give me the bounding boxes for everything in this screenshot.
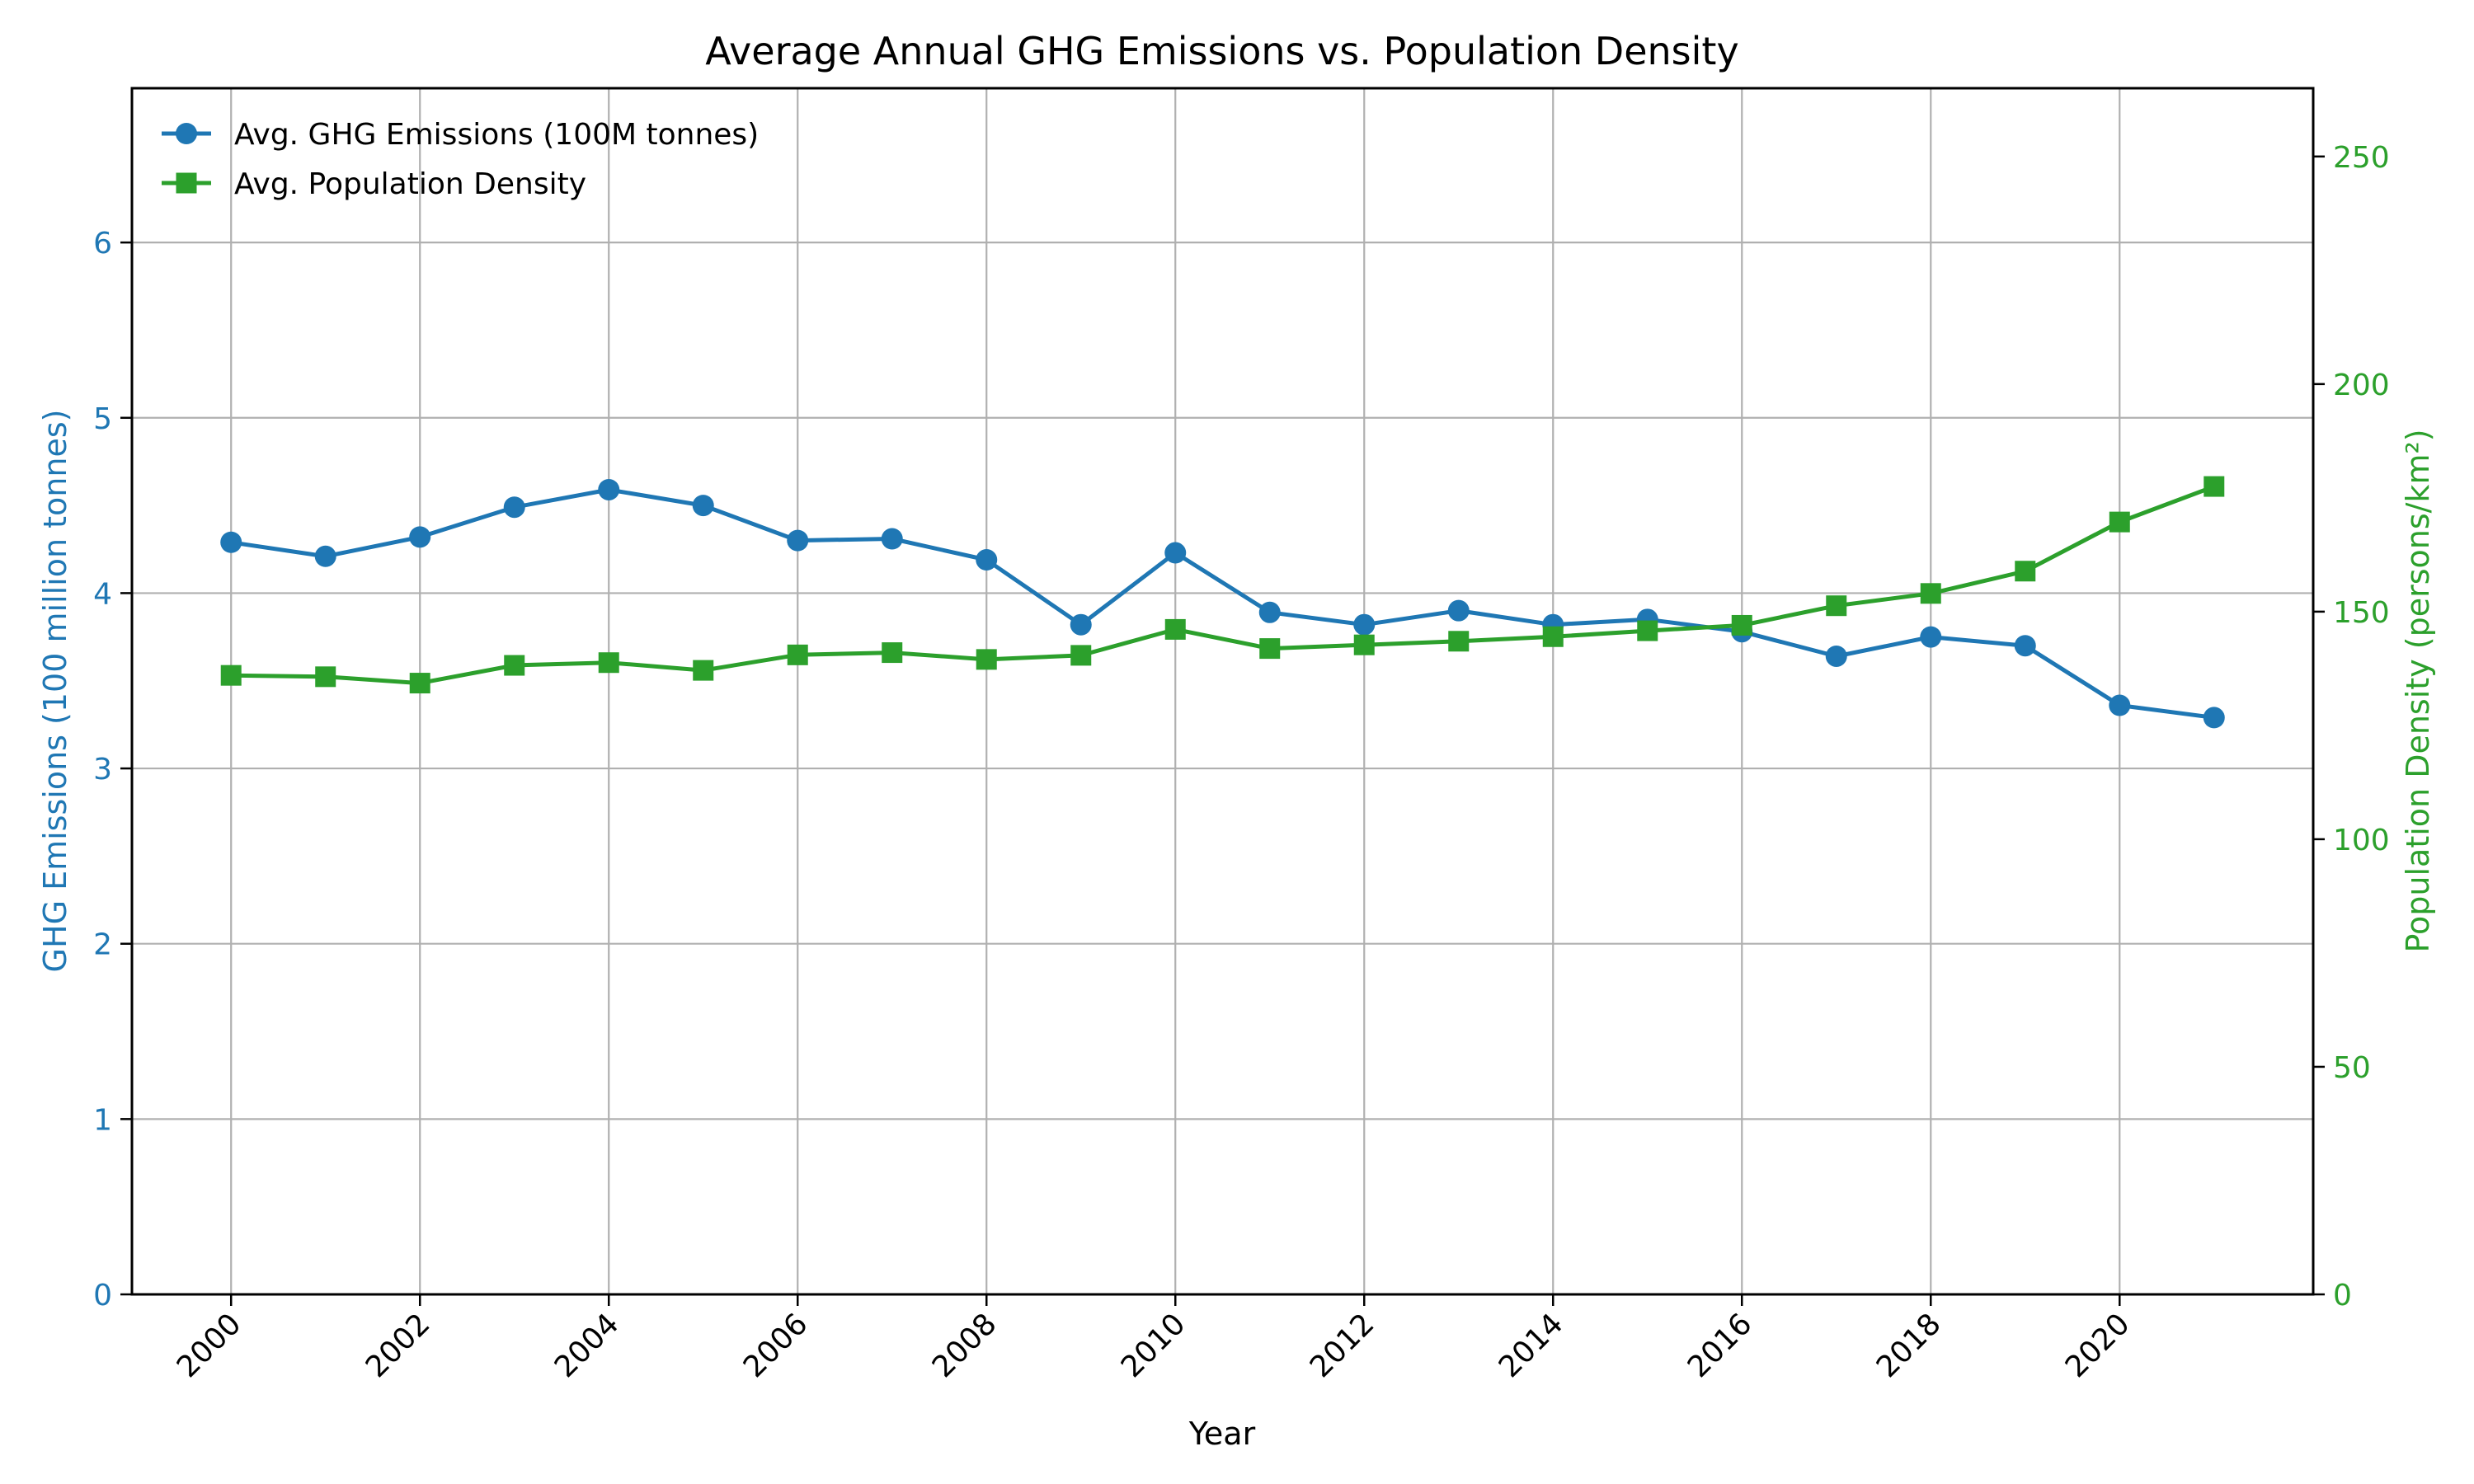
grid <box>132 88 2313 1296</box>
x-tick-label: 2020 <box>2059 1307 2137 1384</box>
legend-item: Avg. Population Density <box>162 167 586 201</box>
data-point <box>220 665 242 686</box>
x-tick-label: 2008 <box>926 1307 1004 1384</box>
data-point <box>881 528 903 550</box>
left-y-tick-label: 3 <box>93 753 112 787</box>
right-y-axis: 0 50 100 150 200 250 <box>2313 141 2390 1313</box>
x-tick-label: 2018 <box>1870 1307 1948 1384</box>
data-point <box>1070 645 1092 666</box>
data-point <box>1731 614 1752 636</box>
right-y-tick-label: 200 <box>2333 369 2390 402</box>
left-y-axis-label: GHG Emissions (100 million tonnes) <box>37 410 73 973</box>
right-y-tick-label: 100 <box>2333 824 2390 857</box>
legend-label: Avg. GHG Emissions (100M tonnes) <box>234 118 759 152</box>
data-point <box>787 529 809 552</box>
data-point <box>1448 631 1470 652</box>
left-y-tick-label: 0 <box>93 1279 112 1313</box>
data-point <box>504 655 525 676</box>
data-point <box>2204 476 2225 497</box>
plot-frame <box>130 87 2315 1296</box>
series-line <box>230 487 2215 720</box>
data-point <box>2014 635 2036 657</box>
series-line <box>231 484 2215 686</box>
x-tick-label: 2006 <box>737 1307 815 1384</box>
right-y-axis-label: Population Density (persons/km²) <box>2400 429 2436 952</box>
right-y-tick-label: 50 <box>2333 1051 2371 1085</box>
data-point <box>1353 613 1376 636</box>
data-point <box>1825 645 1847 667</box>
series-1 <box>220 478 2225 729</box>
data-point <box>1164 618 1186 640</box>
data-point <box>315 666 336 688</box>
series-layer <box>220 476 2225 729</box>
data-point <box>503 496 525 519</box>
data-point <box>2109 694 2131 716</box>
legend: Avg. GHG Emissions (100M tonnes) Avg. Pop… <box>162 118 759 201</box>
x-tick-label: 2002 <box>360 1307 437 1384</box>
data-point <box>1920 626 1942 648</box>
data-point <box>409 526 431 548</box>
data-point <box>220 531 242 553</box>
data-point <box>1826 595 1847 617</box>
left-y-tick-label: 2 <box>93 928 112 962</box>
data-point <box>1920 583 1941 604</box>
data-point <box>976 649 997 670</box>
x-tick-label: 2010 <box>1115 1307 1192 1384</box>
data-point <box>1164 542 1187 564</box>
x-tick-label: 2004 <box>548 1307 626 1384</box>
data-point <box>1447 599 1470 622</box>
chart-title: Average Annual GHG Emissions vs. Populat… <box>705 29 1738 73</box>
legend-item: Avg. GHG Emissions (100M tonnes) <box>162 118 759 152</box>
data-point <box>598 652 619 674</box>
data-point <box>598 478 620 500</box>
left-y-tick-label: 6 <box>93 227 112 261</box>
data-point <box>976 549 998 571</box>
data-point <box>1258 601 1281 623</box>
data-point <box>2015 561 2036 582</box>
legend-label: Avg. Population Density <box>234 167 586 201</box>
data-point <box>1070 613 1092 636</box>
data-point <box>1542 626 1564 647</box>
x-axis: 2000 2002 2004 2006 2008 2010 2012 2014 2016 2018… <box>171 1294 2137 1384</box>
data-point <box>2109 511 2130 533</box>
right-y-tick-label: 0 <box>2333 1279 2352 1313</box>
data-point <box>693 660 714 681</box>
right-y-tick-label: 250 <box>2333 141 2390 175</box>
x-tick-label: 2012 <box>1304 1307 1381 1384</box>
left-y-tick-label: 1 <box>93 1103 112 1137</box>
data-point <box>2203 707 2225 729</box>
x-tick-label: 2014 <box>1493 1307 1570 1384</box>
data-point <box>692 495 714 517</box>
legend-marker <box>176 172 197 194</box>
series-2 <box>220 476 2225 694</box>
left-y-tick-label: 4 <box>93 577 112 611</box>
x-axis-label: Year <box>1188 1416 1256 1452</box>
data-point <box>314 545 336 567</box>
data-point <box>1353 634 1375 655</box>
x-tick-label: 2016 <box>1681 1307 1759 1384</box>
data-point <box>787 644 808 665</box>
right-y-tick-label: 150 <box>2333 596 2390 630</box>
data-point <box>409 673 430 694</box>
x-tick-label: 2000 <box>171 1307 248 1384</box>
data-point <box>1259 638 1281 660</box>
left-y-tick-label: 5 <box>93 402 112 436</box>
legend-marker <box>176 123 197 144</box>
data-point <box>1637 620 1658 641</box>
data-point <box>882 642 903 664</box>
left-y-axis: 0 1 2 3 4 5 6 <box>93 227 132 1313</box>
